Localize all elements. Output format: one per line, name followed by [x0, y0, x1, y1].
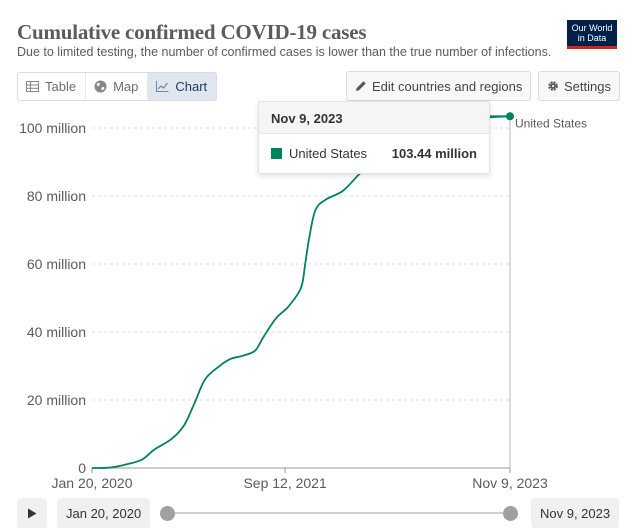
- tooltip-row: United States 103.44 million: [259, 134, 489, 173]
- chart-subtitle: Due to limited testing, the number of co…: [17, 45, 552, 59]
- y-tick-label: 60 million: [27, 256, 86, 272]
- tooltip-date: Nov 9, 2023: [259, 102, 489, 134]
- edit-countries-button[interactable]: Edit countries and regions: [346, 71, 532, 101]
- line-chart-icon: [156, 81, 169, 92]
- y-tick-label: 80 million: [27, 188, 86, 204]
- y-tick-label: 0: [78, 460, 86, 476]
- tooltip: Nov 9, 2023 United States 103.44 million: [258, 101, 490, 174]
- tooltip-swatch: [271, 148, 282, 159]
- x-tick-label: Jan 20, 2020: [52, 475, 133, 491]
- table-icon: [26, 81, 39, 92]
- y-tick-label: 20 million: [27, 392, 86, 408]
- play-icon: [28, 508, 37, 518]
- play-button[interactable]: [17, 498, 47, 528]
- chart-title: Cumulative confirmed COVID-19 cases: [17, 20, 367, 44]
- x-tick-label: Sep 12, 2021: [243, 475, 327, 491]
- tab-table[interactable]: Table: [18, 73, 87, 100]
- globe-icon: [94, 80, 107, 93]
- view-tabs: Table Map Chart: [17, 72, 218, 101]
- timeline-end-handle[interactable]: [503, 506, 518, 521]
- line-chart: 0 20 million 40 million 60 million 80 millio…: [19, 112, 587, 491]
- gear-icon: [548, 81, 558, 91]
- tab-table-label: Table: [45, 79, 77, 94]
- timeline-start-handle[interactable]: [160, 506, 175, 521]
- timeline-start-date[interactable]: Jan 20, 2020: [57, 498, 151, 528]
- y-tick-label: 40 million: [27, 324, 86, 340]
- timeline-end-date[interactable]: Nov 9, 2023: [531, 498, 620, 528]
- pencil-icon: [356, 81, 366, 91]
- settings-label: Settings: [564, 78, 611, 94]
- tooltip-value: 103.44 million: [391, 146, 477, 161]
- tab-map[interactable]: Map: [86, 73, 149, 100]
- legend-label-united-states[interactable]: United States: [515, 116, 587, 130]
- y-axis: 0 20 million 40 million 60 million 80 millio…: [19, 120, 86, 476]
- tooltip-series-name: United States: [289, 146, 368, 161]
- tab-chart[interactable]: Chart: [148, 73, 217, 100]
- timeline-track[interactable]: [167, 512, 511, 514]
- edit-countries-label: Edit countries and regions: [372, 78, 523, 94]
- owid-logo[interactable]: Our World in Data: [567, 20, 617, 49]
- y-tick-label: 100 million: [19, 120, 86, 136]
- tab-map-label: Map: [113, 79, 139, 94]
- series-end-point-united-states[interactable]: [506, 112, 514, 121]
- tab-chart-label: Chart: [175, 79, 208, 94]
- x-axis: Jan 20, 2020 Sep 12, 2021 Nov 9, 2023: [52, 468, 548, 491]
- settings-button[interactable]: Settings: [538, 71, 620, 101]
- x-tick-label: Nov 9, 2023: [472, 475, 548, 491]
